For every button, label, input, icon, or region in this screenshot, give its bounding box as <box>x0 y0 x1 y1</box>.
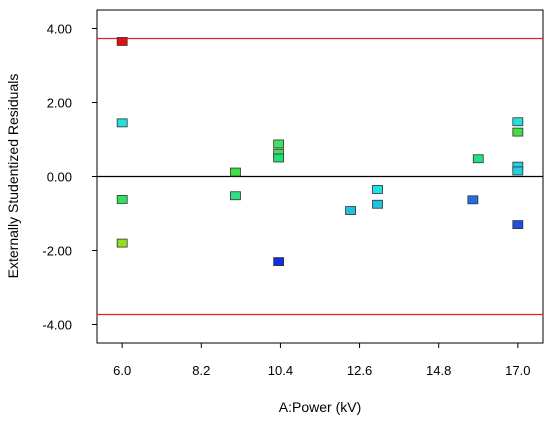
y-axis-ticks: 4.00 2.00 0.00 -2.00 -4.00 <box>42 22 97 333</box>
y-tick-label: 0.00 <box>47 170 72 185</box>
data-point <box>273 139 285 149</box>
y-tick-label: 2.00 <box>47 96 72 111</box>
y-tick-label: 4.00 <box>47 22 72 37</box>
x-tick-label: 14.8 <box>426 363 451 378</box>
data-point <box>472 154 484 164</box>
y-tick-label: -4.00 <box>42 318 72 333</box>
data-point <box>230 167 241 177</box>
data-point <box>512 127 524 137</box>
data-point <box>467 195 479 205</box>
data-point <box>273 153 285 163</box>
data-points <box>116 37 524 267</box>
data-point <box>116 118 128 128</box>
y-axis-title: Externally Studentized Residuals <box>5 74 21 279</box>
x-tick-label: 17.0 <box>505 363 530 378</box>
data-point <box>372 199 383 209</box>
reference-lines <box>97 37 543 316</box>
data-point <box>512 166 524 176</box>
data-point <box>512 220 524 230</box>
x-tick-label: 8.2 <box>192 363 210 378</box>
x-tick-label: 10.4 <box>268 363 293 378</box>
x-tick-label: 6.0 <box>113 363 131 378</box>
x-axis-title: A:Power (kV) <box>279 399 361 415</box>
data-point <box>512 117 524 127</box>
data-point <box>116 37 128 46</box>
data-point <box>116 238 128 248</box>
data-point <box>273 257 285 267</box>
x-tick-label: 12.6 <box>347 363 372 378</box>
data-point <box>116 195 128 204</box>
data-point <box>345 206 356 215</box>
data-point <box>230 191 241 201</box>
x-axis-ticks: 6.0 8.2 10.4 12.6 14.8 17.0 <box>113 343 530 378</box>
data-point <box>372 185 383 194</box>
y-tick-label: -2.00 <box>42 244 72 259</box>
